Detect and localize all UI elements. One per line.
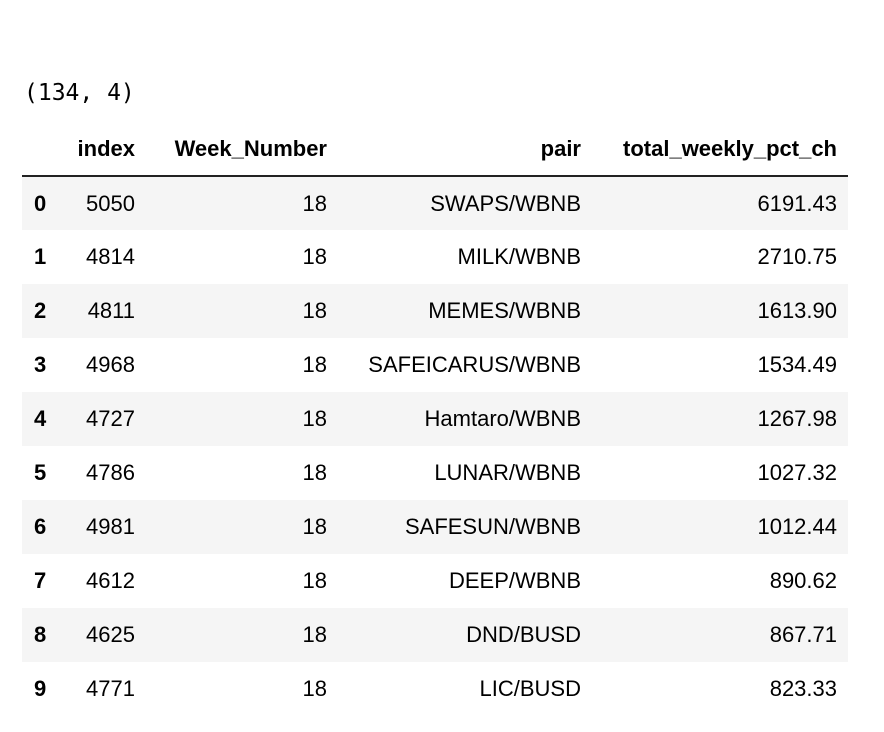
row-index: 8	[34, 622, 47, 647]
table-row: 2 4811 18 MEMES/WBNB 1613.90	[22, 284, 848, 338]
dataframe-output: index Week_Number pair total_weekly_pct_…	[22, 123, 848, 716]
row-index: 9	[34, 676, 47, 701]
cell-week-number: 18	[302, 514, 327, 539]
cell-index: 4625	[86, 622, 135, 647]
cell-pair: MILK/WBNB	[457, 244, 581, 269]
cell-index: 4612	[86, 568, 135, 593]
cell-pair: MEMES/WBNB	[428, 298, 581, 323]
cell-week-number: 18	[302, 190, 327, 216]
cell-total-weekly-pct-ch: 6191.43	[757, 190, 837, 216]
cell-index: 4968	[86, 352, 135, 377]
cell-pair: DEEP/WBNB	[448, 568, 581, 593]
cell-pair: SAFESUN/WBNB	[404, 514, 581, 539]
cell-index: 4981	[86, 514, 135, 539]
output-line-shape: (134, 4)	[24, 80, 135, 106]
cell-week-number: 18	[302, 568, 327, 593]
cell-index: 4811	[87, 298, 135, 323]
cell-index: 4814	[86, 244, 135, 269]
cell-week-number: 18	[302, 676, 327, 701]
cell-index: 4771	[86, 676, 135, 701]
table-row: 9 4771 18 LIC/BUSD 823.33	[22, 662, 848, 716]
table-row: 1 4814 18 MILK/WBNB 2710.75	[22, 230, 848, 284]
cell-week-number: 18	[302, 406, 327, 431]
cell-output-text: (134, 4) 134	[24, 8, 135, 246]
cell-index: 4786	[86, 460, 135, 485]
cell-total-weekly-pct-ch: 823.33	[769, 676, 837, 701]
cell-week-number: 18	[302, 460, 327, 485]
column-header-row-index	[22, 123, 70, 177]
row-index: 6	[34, 514, 47, 539]
cell-index: 5050	[86, 190, 135, 216]
column-header-week-number: Week_Number	[146, 123, 338, 177]
row-index: 3	[34, 352, 47, 377]
cell-total-weekly-pct-ch: 1027.32	[757, 460, 837, 485]
dataframe-table: index Week_Number pair total_weekly_pct_…	[22, 123, 848, 716]
table-row: 5 4786 18 LUNAR/WBNB 1027.32	[22, 446, 848, 500]
row-index: 5	[34, 460, 47, 485]
column-header-total-weekly-pct-ch: total_weekly_pct_ch	[592, 123, 848, 177]
table-row: 4 4727 18 Hamtaro/WBNB 1267.98	[22, 392, 848, 446]
cell-week-number: 18	[302, 244, 327, 269]
cell-week-number: 18	[302, 352, 327, 377]
cell-week-number: 18	[302, 298, 327, 323]
cell-total-weekly-pct-ch: 1012.44	[757, 514, 837, 539]
cell-total-weekly-pct-ch: 1534.49	[757, 352, 837, 377]
cell-pair: SWAPS/WBNB	[430, 190, 581, 216]
cell-total-weekly-pct-ch: 1613.90	[757, 298, 837, 323]
table-row: 6 4981 18 SAFESUN/WBNB 1012.44	[22, 500, 848, 554]
cell-total-weekly-pct-ch: 2710.75	[757, 244, 837, 269]
table-row: 3 4968 18 SAFEICARUS/WBNB 1534.49	[22, 338, 848, 392]
table-header-row: index Week_Number pair total_weekly_pct_…	[22, 123, 848, 177]
cell-total-weekly-pct-ch: 867.71	[769, 622, 837, 647]
table-row: 8 4625 18 DND/BUSD 867.71	[22, 608, 848, 662]
table-row: 0 5050 18 SWAPS/WBNB 6191.43	[22, 176, 848, 230]
cell-total-weekly-pct-ch: 1267.98	[757, 406, 837, 431]
cell-pair: LUNAR/WBNB	[434, 460, 581, 485]
cell-week-number: 18	[302, 622, 327, 647]
cell-pair: Hamtaro/WBNB	[424, 406, 581, 431]
row-index: 7	[34, 568, 47, 593]
cell-pair: SAFEICARUS/WBNB	[368, 352, 581, 377]
table-row: 7 4612 18 DEEP/WBNB 890.62	[22, 554, 848, 608]
cell-pair: LIC/BUSD	[479, 676, 581, 701]
output-line-length: 134	[24, 182, 66, 208]
column-header-pair: pair	[338, 123, 592, 177]
cell-index: 4727	[86, 406, 135, 431]
cell-pair: DND/BUSD	[466, 622, 581, 647]
row-index: 0	[34, 190, 47, 216]
row-index: 1	[34, 244, 47, 269]
column-header-index: index	[70, 123, 146, 177]
row-index: 2	[34, 298, 47, 323]
cell-total-weekly-pct-ch: 890.62	[769, 568, 837, 593]
row-index: 4	[34, 406, 47, 431]
